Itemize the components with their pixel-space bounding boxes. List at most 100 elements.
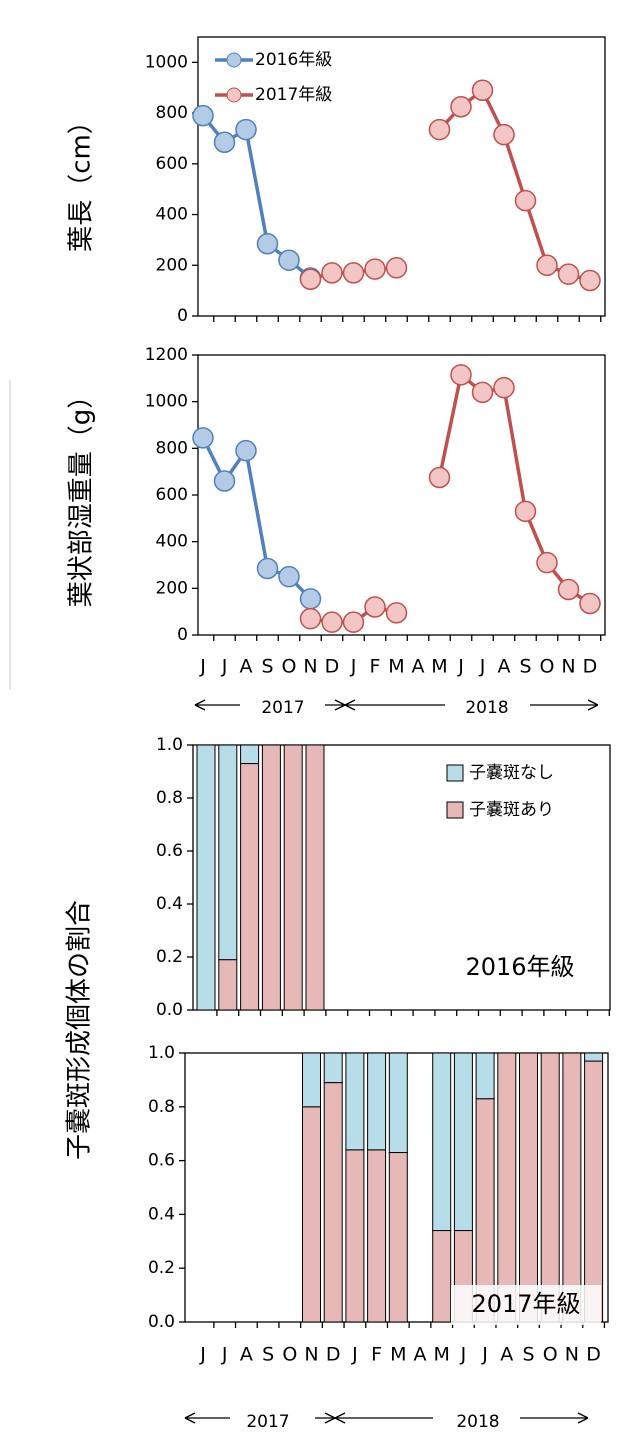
point — [428, 466, 451, 489]
y-tick-label: 0.8 — [148, 1097, 175, 1117]
y-axis-title: 葉長（cm） — [67, 108, 97, 252]
x-tick-label: A — [414, 1344, 427, 1366]
annotation: 2016年級 — [465, 953, 574, 981]
y-tick-label: 1200 — [145, 345, 188, 365]
y-tick-label: 1000 — [145, 52, 188, 72]
bar-segment — [240, 763, 260, 1011]
x-tick-label: A — [240, 1344, 253, 1366]
point — [192, 427, 214, 449]
y-tick-label: 0.4 — [156, 894, 183, 914]
point — [342, 262, 365, 284]
annotation-bg — [445, 948, 595, 988]
bar-segment — [453, 1052, 473, 1232]
y-tick-label: 800 — [156, 103, 188, 123]
bar-segment — [584, 1060, 604, 1323]
bar-segment — [196, 744, 216, 1011]
x-tick-label: J — [221, 1344, 228, 1366]
point — [493, 376, 515, 399]
y-tick-label: 200 — [156, 578, 188, 598]
point — [213, 470, 236, 492]
point — [235, 439, 257, 462]
y-tick-label: 0.0 — [148, 1312, 175, 1332]
point — [342, 611, 365, 633]
y-tick-label: 200 — [156, 255, 188, 275]
point — [385, 602, 408, 624]
period-label: 2017 — [261, 698, 304, 718]
x-tick-label: N — [565, 1344, 579, 1366]
bar-segment — [218, 959, 238, 1011]
bar-segment — [540, 1052, 560, 1323]
legend-label: 2017年級 — [255, 85, 332, 105]
point — [579, 592, 601, 615]
x-tick-label: S — [519, 656, 531, 678]
y-tick-label: 1.0 — [148, 1043, 175, 1063]
y-tick-label: 0.2 — [148, 1258, 175, 1278]
x-tick-label: J — [479, 656, 486, 678]
x-tick-label: M — [390, 1344, 406, 1366]
point — [493, 123, 515, 146]
x-tick-label: F — [370, 656, 381, 678]
point — [385, 257, 408, 279]
x-tick-label: D — [583, 656, 598, 678]
bar-segment — [432, 1052, 452, 1232]
bar-segment — [388, 1052, 408, 1154]
y-tick-label: 0.2 — [156, 947, 183, 967]
bar-segment — [218, 744, 238, 961]
point — [579, 269, 601, 292]
series-line — [310, 371, 591, 624]
annotation-bg — [451, 1285, 601, 1325]
x-tick-label: F — [371, 1344, 382, 1366]
y-tick-label: 0.6 — [148, 1151, 175, 1171]
bar-segment — [475, 1052, 495, 1100]
x-tick-label: J — [457, 656, 464, 678]
point — [514, 189, 537, 212]
y-tick-label: 1000 — [145, 392, 188, 412]
period-label: 2018 — [456, 1412, 499, 1432]
plot-frame — [192, 744, 611, 1011]
bar-segment — [388, 1152, 408, 1323]
y-tick-label: 0.6 — [156, 841, 183, 861]
period-label: 2017 — [246, 1412, 289, 1432]
x-tick-label: A — [412, 656, 425, 678]
point — [299, 268, 322, 290]
point — [514, 500, 537, 523]
bar-segment — [261, 744, 281, 1011]
period-arrows — [184, 699, 599, 1424]
x-tick-label: A — [500, 1344, 513, 1366]
x-tick-label: J — [199, 1344, 206, 1366]
point — [321, 262, 343, 284]
point — [256, 232, 279, 255]
x-tick-label: J — [351, 1344, 358, 1366]
x-tick-label: A — [498, 656, 511, 678]
legend-label: 2016年級 — [255, 50, 332, 70]
point — [471, 79, 494, 102]
bar-segment — [562, 1052, 582, 1323]
y-tick-label: 600 — [156, 485, 188, 505]
bar-segment — [345, 1149, 365, 1323]
bar-segment — [367, 1052, 387, 1151]
x-tick-label: O — [282, 656, 297, 678]
bar-segment — [302, 1052, 321, 1108]
y-tick-label: 400 — [156, 532, 188, 552]
y-axis-title: 子嚢斑形成個体の割合 — [65, 900, 95, 1160]
bar-segment — [367, 1149, 387, 1323]
point — [450, 96, 472, 118]
point — [450, 364, 472, 386]
series-line — [310, 87, 591, 283]
x-tick-label: D — [325, 656, 340, 678]
x-tick-label: J — [481, 1344, 488, 1366]
annotation: 2017年級 — [471, 1290, 580, 1318]
y-tick-label: 400 — [156, 205, 188, 225]
x-tick-label: S — [261, 656, 273, 678]
point — [278, 565, 300, 588]
point — [471, 381, 494, 404]
y-tick-label: 0 — [177, 306, 188, 326]
point — [428, 118, 451, 141]
y-tick-label: 0.0 — [156, 1000, 183, 1020]
point — [213, 131, 236, 154]
legend-swatch — [446, 764, 464, 782]
y-tick-label: 800 — [156, 438, 188, 458]
bar-segment — [345, 1052, 365, 1151]
bar-segment — [302, 1106, 321, 1323]
